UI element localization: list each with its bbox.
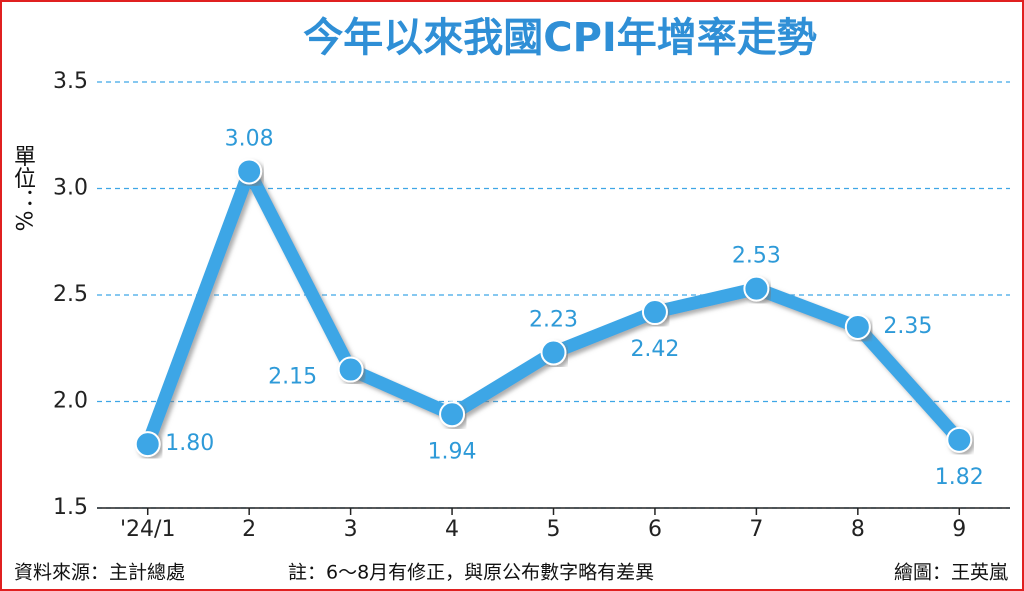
- value-label: 3.08: [225, 126, 274, 151]
- credit: 繪圖：王英嵐: [894, 562, 1008, 584]
- x-tick-label: '24/1: [120, 517, 175, 542]
- chart-title: 今年以來我國CPI年增率走勢: [303, 15, 817, 61]
- x-tick-label: 7: [749, 517, 763, 542]
- value-label: 1.80: [165, 431, 214, 456]
- source: 資料來源：主計總處: [14, 562, 185, 584]
- y-tick-label: 2.0: [53, 389, 88, 414]
- value-label: 1.82: [935, 465, 984, 490]
- x-tick-label: 8: [851, 517, 865, 542]
- value-label: 1.94: [428, 439, 477, 464]
- value-label: 2.42: [630, 337, 679, 362]
- x-tick-label: 2: [242, 517, 256, 542]
- value-label: 2.15: [268, 365, 317, 390]
- value-label: 2.35: [883, 314, 932, 339]
- note: 註：6～8月有修正，與原公布數字略有差異: [288, 562, 654, 584]
- data-point: [641, 299, 668, 326]
- data-point: [946, 426, 973, 453]
- data-point: [540, 339, 567, 366]
- data-point: [439, 401, 466, 428]
- y-tick-label: 3.0: [53, 176, 88, 201]
- value-label: 2.53: [732, 244, 781, 269]
- data-point: [743, 275, 770, 302]
- data-point: [337, 356, 364, 383]
- data-point: [134, 431, 161, 458]
- y-tick-label: 1.5: [53, 495, 88, 520]
- y-tick-label: 2.5: [53, 282, 88, 307]
- y-axis-label: 單位：%: [10, 145, 36, 232]
- x-tick-label: 3: [344, 517, 358, 542]
- data-point: [844, 313, 871, 340]
- y-tick-label: 3.5: [53, 69, 88, 94]
- data-point: [236, 158, 263, 185]
- x-tick-label: 5: [547, 517, 561, 542]
- x-tick-label: 6: [648, 517, 662, 542]
- x-tick-label: 9: [952, 517, 966, 542]
- value-label: 2.23: [529, 308, 578, 333]
- x-tick-label: 4: [445, 517, 459, 542]
